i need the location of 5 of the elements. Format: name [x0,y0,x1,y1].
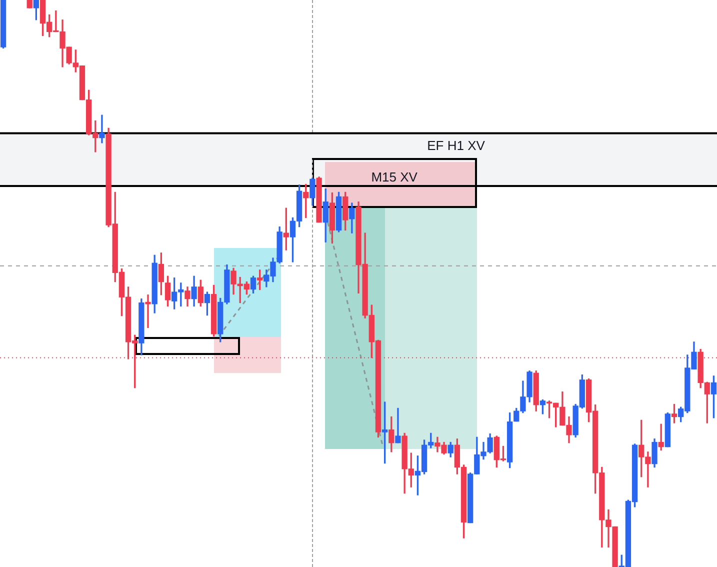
candlestick [145,294,151,328]
candlestick [395,408,401,444]
band-label: EF H1 XV [427,138,486,154]
candlestick [99,114,105,144]
annotation: M15 XV [371,170,418,185]
